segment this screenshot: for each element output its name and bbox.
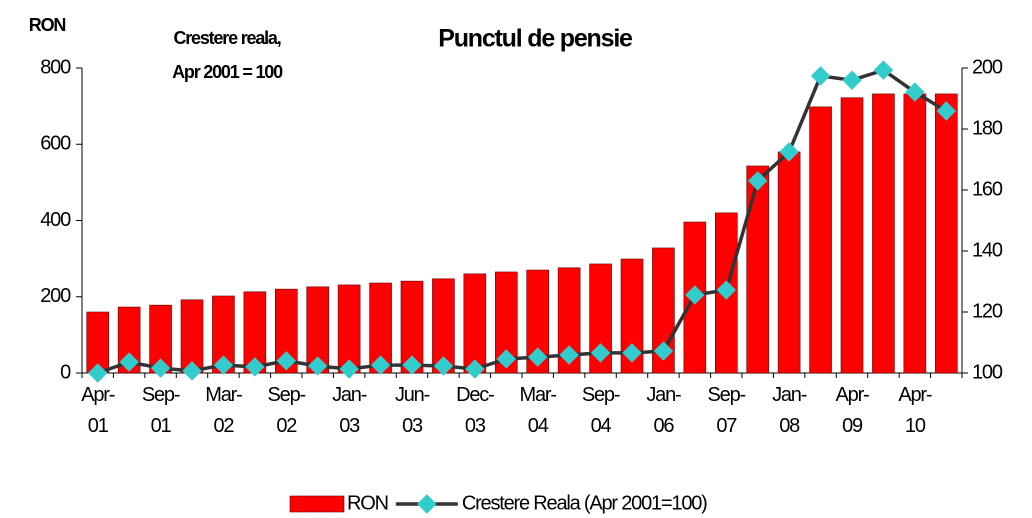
x-tick-label: Jun- 03 bbox=[394, 384, 430, 437]
marker bbox=[88, 363, 108, 383]
x-tick-label: Apr- 01 bbox=[81, 384, 115, 437]
marker bbox=[622, 343, 642, 363]
bar bbox=[934, 93, 958, 374]
x-tick-label: Sep- 07 bbox=[707, 384, 747, 437]
marker bbox=[810, 66, 831, 86]
line bbox=[97, 68, 948, 375]
bar bbox=[903, 93, 927, 374]
bar bbox=[557, 267, 581, 374]
marker bbox=[465, 359, 485, 379]
x-tick-label: Sep- 02 bbox=[267, 384, 307, 437]
marker bbox=[905, 82, 925, 102]
bar bbox=[840, 97, 864, 374]
marker bbox=[339, 359, 359, 379]
bar bbox=[494, 271, 518, 374]
y2-tick-label: 160 bbox=[972, 178, 1003, 200]
bar bbox=[809, 106, 832, 374]
chart-title: Punctul de pensie bbox=[438, 25, 633, 53]
legend-swatch bbox=[289, 495, 345, 513]
marker bbox=[748, 171, 768, 191]
x-tick-label: Apr- 10 bbox=[898, 384, 932, 437]
marker bbox=[716, 280, 736, 300]
x-tick-label: Mar- 04 bbox=[519, 384, 558, 437]
legend-label: RON bbox=[347, 492, 388, 514]
x-tick-label: Dec- 03 bbox=[456, 384, 495, 437]
y2-tick-label: 180 bbox=[972, 117, 1003, 139]
x-tick-label: Jan- 03 bbox=[332, 384, 367, 437]
marker bbox=[213, 355, 234, 375]
marker bbox=[873, 60, 894, 80]
y2-tick-label: 200 bbox=[972, 56, 1003, 78]
x-tick-label: Apr- 09 bbox=[835, 384, 870, 437]
x-tick-label: Sep- 01 bbox=[141, 384, 181, 437]
marker bbox=[402, 355, 422, 375]
y2-tick-label: 100 bbox=[972, 361, 1003, 383]
bar bbox=[746, 165, 770, 374]
marker bbox=[119, 352, 139, 372]
marker bbox=[842, 70, 862, 90]
y-tick-label: 0 bbox=[60, 361, 71, 383]
bar bbox=[620, 258, 644, 374]
x-tick-label: Jan- 06 bbox=[646, 384, 681, 437]
marker bbox=[370, 355, 391, 375]
y2-tick-label: 140 bbox=[972, 239, 1003, 261]
y-axis-label: RON bbox=[29, 15, 66, 35]
marker bbox=[528, 347, 548, 367]
marker bbox=[433, 356, 454, 376]
marker bbox=[308, 356, 328, 376]
marker bbox=[182, 361, 202, 381]
y-tick-label: 800 bbox=[40, 56, 71, 78]
marker bbox=[653, 341, 674, 361]
marker bbox=[590, 343, 611, 363]
y2-axis-label: Crestere reala, Apr 2001 = 100 bbox=[172, 28, 283, 82]
marker bbox=[779, 142, 799, 162]
bar bbox=[274, 288, 298, 374]
y-tick-label: 200 bbox=[40, 285, 71, 307]
marker bbox=[936, 101, 956, 121]
x-tick-label: Sep- 04 bbox=[581, 384, 621, 437]
marker bbox=[150, 358, 171, 378]
bar bbox=[117, 306, 141, 374]
y-tick-label: 600 bbox=[40, 133, 71, 155]
bar bbox=[463, 273, 487, 374]
marker bbox=[496, 349, 516, 369]
marker bbox=[276, 351, 296, 371]
marker bbox=[685, 285, 705, 305]
marker bbox=[245, 357, 265, 377]
x-tick-label: Jan- 08 bbox=[772, 384, 807, 437]
bar bbox=[777, 151, 801, 374]
bar bbox=[526, 269, 550, 374]
bar bbox=[872, 93, 895, 374]
y-tick-label: 400 bbox=[40, 209, 71, 231]
marker bbox=[559, 345, 579, 365]
legend-marker bbox=[417, 494, 437, 514]
y2-tick-label: 120 bbox=[972, 300, 1003, 322]
bar bbox=[589, 263, 612, 374]
x-tick-label: Mar- 02 bbox=[205, 384, 243, 437]
legend-label: Crestere Reala (Apr 2001=100) bbox=[462, 492, 707, 514]
